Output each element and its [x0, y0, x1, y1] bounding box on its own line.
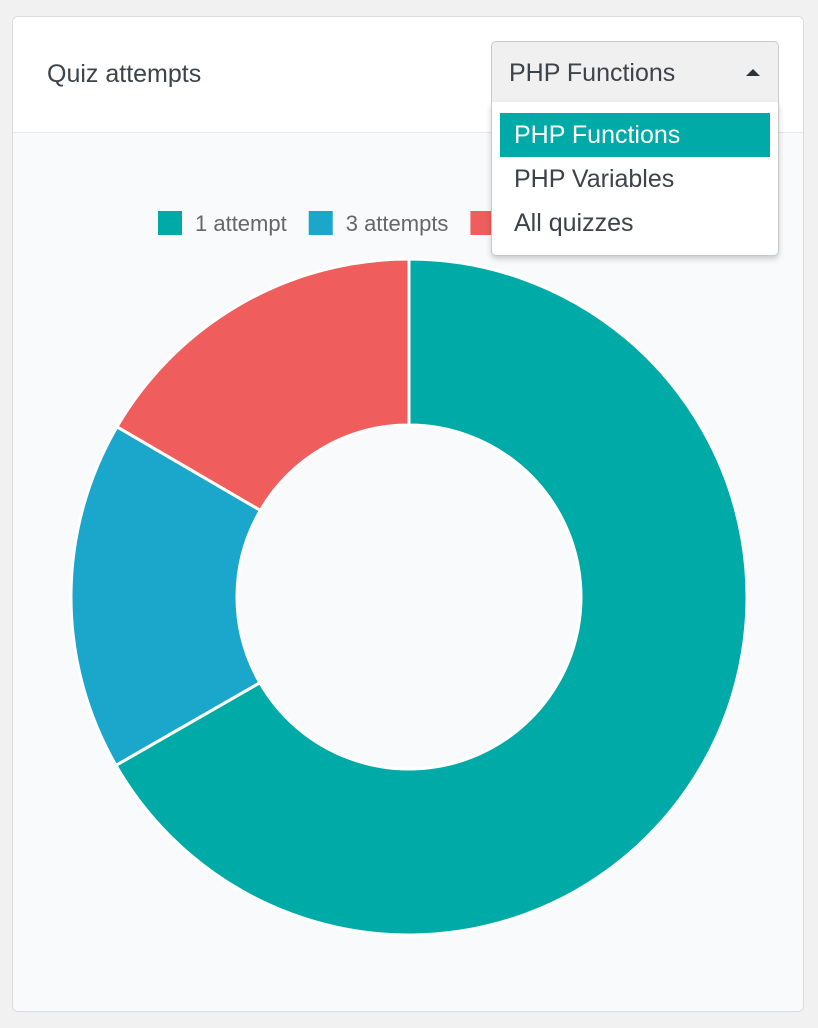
- chart-slice-2[interactable]: [69, 425, 262, 767]
- option-php-variables[interactable]: PHP Variables: [514, 165, 675, 193]
- quiz-select-dropdown: PHP Functions PHP Variables All quizzes: [491, 102, 779, 256]
- quiz-select[interactable]: PHP Functions: [491, 41, 779, 103]
- chart-slices: [69, 257, 749, 937]
- legend-item-3[interactable]: [470, 211, 495, 235]
- legend-item-2[interactable]: 3 attempts: [308, 211, 449, 236]
- chart-legend: 1 attempt 3 attempts: [158, 211, 495, 236]
- legend-item-1[interactable]: 1 attempt: [158, 211, 287, 236]
- legend-label-1: 1 attempt: [195, 211, 287, 236]
- chart-slice-1[interactable]: [114, 257, 749, 937]
- doughnut-chart: 1 attempt 3 attempts: [69, 211, 749, 937]
- option-all-quizzes[interactable]: All quizzes: [514, 209, 634, 237]
- legend-label-2: 3 attempts: [346, 211, 449, 236]
- legend-swatch-1: [158, 211, 182, 235]
- option-php-functions[interactable]: PHP Functions: [500, 113, 770, 157]
- legend-swatch-2: [308, 211, 333, 235]
- card-title: Quiz attempts: [47, 60, 202, 88]
- legend-swatch-3: [470, 211, 495, 235]
- quiz-select-value: PHP Functions: [509, 59, 676, 87]
- quiz-attempts-card: Quiz attempts 1 attempt 3 attempts PHP Fu…: [12, 16, 804, 1012]
- chart-slice-3[interactable]: [115, 257, 411, 512]
- caret-up-icon: [746, 69, 760, 76]
